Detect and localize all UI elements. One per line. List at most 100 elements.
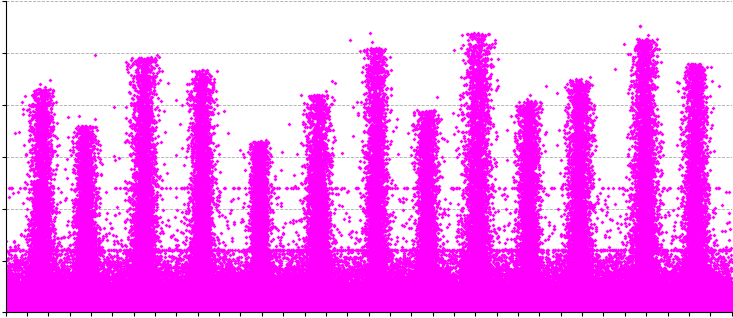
Point	[44, 298, 56, 303]
Point	[251, 142, 263, 147]
Point	[367, 309, 379, 315]
Point	[248, 219, 259, 224]
Point	[129, 283, 141, 288]
Point	[432, 266, 443, 272]
Point	[462, 280, 474, 285]
Point	[170, 308, 182, 313]
Point	[342, 309, 353, 315]
Point	[308, 308, 320, 314]
Point	[490, 285, 502, 290]
Point	[252, 307, 264, 312]
Point	[375, 303, 386, 308]
Point	[259, 285, 271, 290]
Point	[243, 302, 255, 308]
Point	[513, 307, 525, 312]
Point	[421, 291, 433, 296]
Point	[372, 306, 383, 311]
Point	[254, 273, 266, 278]
Point	[636, 290, 648, 295]
Point	[257, 306, 268, 311]
Point	[77, 144, 89, 149]
Point	[322, 302, 334, 308]
Point	[621, 299, 633, 304]
Point	[40, 254, 52, 259]
Point	[204, 301, 216, 306]
Point	[641, 202, 652, 207]
Point	[575, 308, 587, 313]
Point	[634, 310, 646, 315]
Point	[141, 249, 153, 254]
Point	[573, 301, 585, 306]
Point	[297, 279, 309, 284]
Point	[87, 309, 99, 314]
Point	[647, 200, 658, 205]
Point	[281, 283, 292, 288]
Point	[138, 295, 150, 301]
Point	[535, 306, 547, 311]
Point	[525, 278, 537, 283]
Point	[550, 290, 562, 295]
Point	[693, 191, 704, 197]
Point	[709, 294, 721, 299]
Point	[283, 294, 295, 300]
Point	[597, 305, 609, 310]
Point	[212, 307, 224, 312]
Point	[688, 148, 700, 153]
Point	[11, 262, 23, 267]
Point	[580, 306, 592, 311]
Point	[81, 300, 93, 305]
Point	[312, 301, 324, 307]
Point	[480, 309, 492, 315]
Point	[139, 305, 151, 310]
Point	[700, 297, 712, 302]
Point	[578, 174, 589, 179]
Point	[586, 185, 597, 190]
Point	[527, 294, 539, 300]
Point	[310, 280, 322, 286]
Point	[468, 310, 479, 315]
Point	[35, 310, 47, 315]
Point	[89, 301, 100, 306]
Point	[646, 289, 658, 294]
Point	[479, 309, 491, 314]
Point	[646, 274, 658, 279]
Point	[169, 306, 181, 311]
Point	[77, 304, 89, 309]
Point	[598, 308, 610, 313]
Point	[509, 138, 521, 143]
Point	[261, 307, 273, 312]
Point	[495, 291, 507, 296]
Point	[191, 129, 202, 134]
Point	[38, 201, 50, 206]
Point	[136, 310, 147, 315]
Point	[557, 303, 569, 308]
Point	[525, 131, 537, 136]
Point	[158, 286, 169, 291]
Point	[623, 283, 635, 288]
Point	[345, 308, 357, 313]
Point	[481, 113, 493, 118]
Point	[468, 298, 480, 303]
Point	[517, 253, 529, 258]
Point	[585, 297, 597, 302]
Point	[425, 310, 437, 315]
Point	[415, 301, 427, 306]
Point	[4, 298, 15, 303]
Point	[416, 302, 427, 308]
Point	[29, 294, 41, 299]
Point	[468, 257, 479, 262]
Point	[313, 294, 325, 299]
Point	[658, 295, 670, 300]
Point	[471, 221, 482, 226]
Point	[421, 302, 433, 307]
Point	[28, 310, 40, 315]
Point	[526, 286, 537, 291]
Point	[310, 284, 322, 289]
Point	[245, 303, 257, 308]
Point	[147, 208, 159, 213]
Point	[554, 304, 566, 309]
Point	[630, 93, 641, 98]
Point	[69, 303, 81, 308]
Point	[517, 155, 529, 160]
Point	[470, 310, 482, 315]
